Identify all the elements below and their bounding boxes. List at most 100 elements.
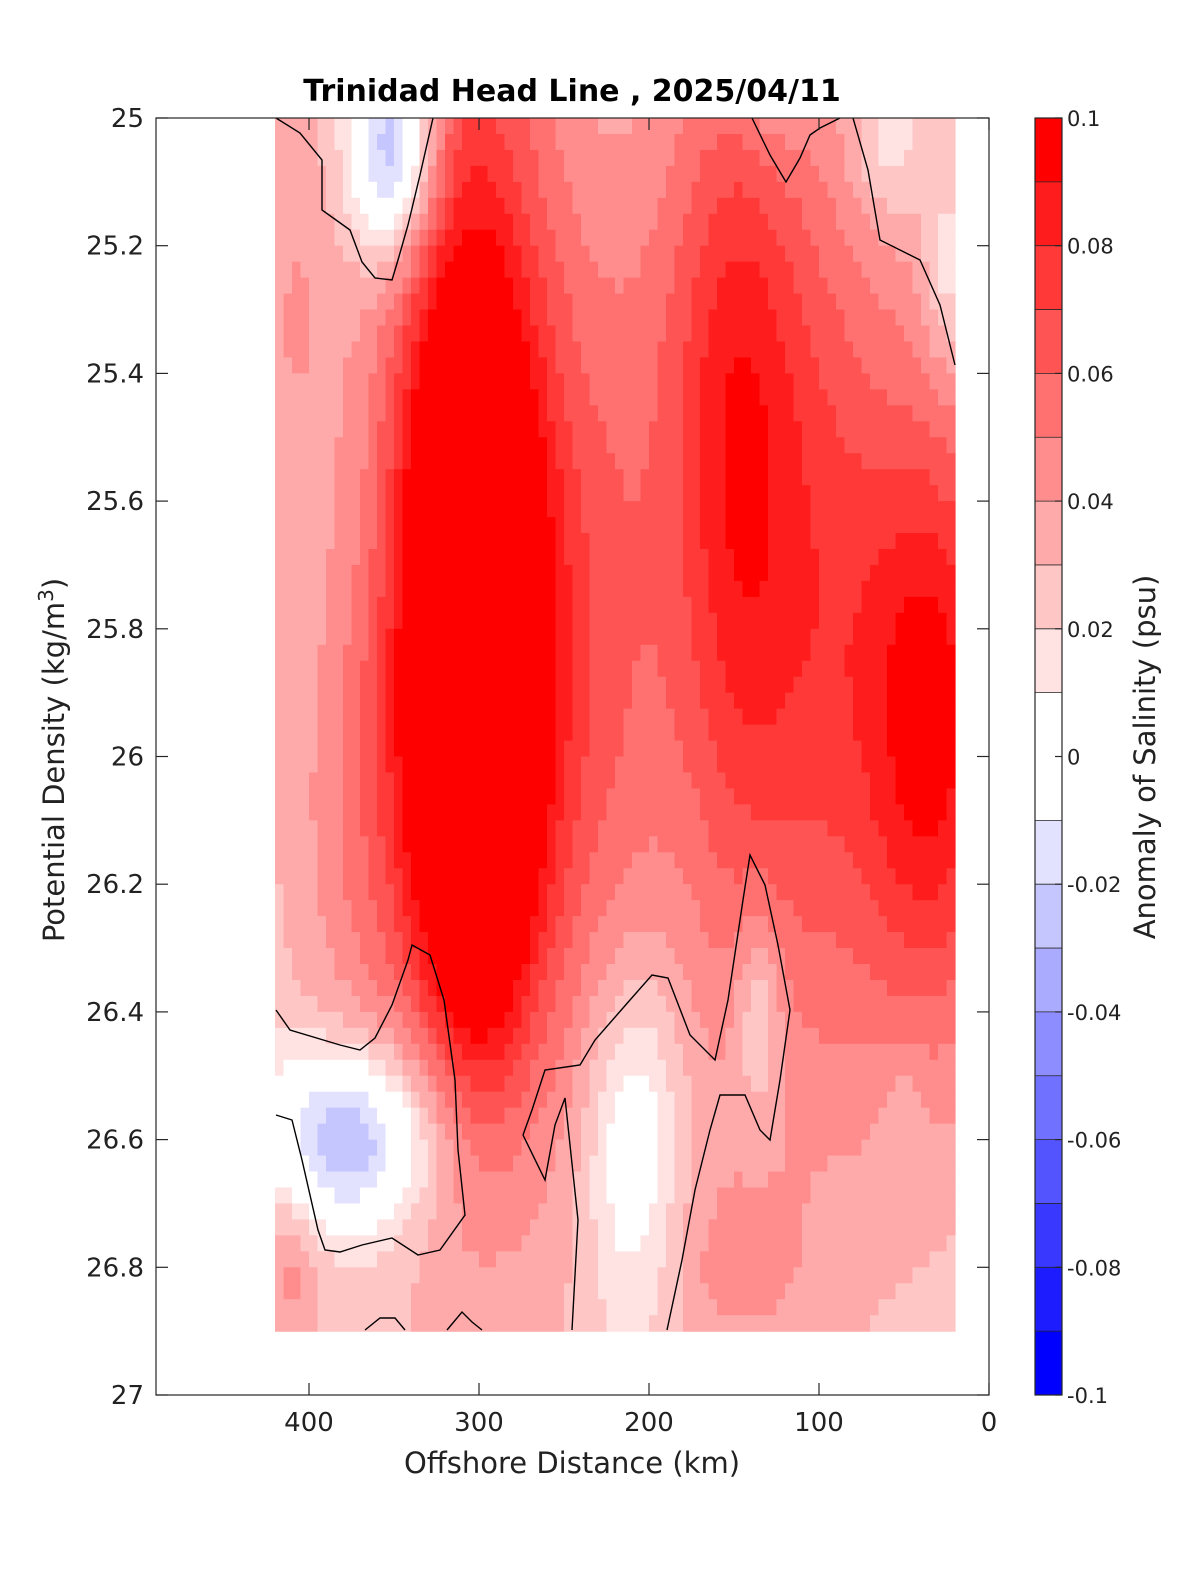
field-cell xyxy=(462,884,472,901)
field-cell xyxy=(632,724,642,742)
field-cell xyxy=(479,804,489,821)
field-cell xyxy=(793,1171,803,1189)
field-cell xyxy=(564,437,574,454)
field-cell xyxy=(334,804,344,821)
field-cell xyxy=(640,1107,650,1125)
field-cell xyxy=(700,197,710,215)
field-cell xyxy=(453,564,463,582)
field-cell xyxy=(470,1171,480,1189)
field-cell xyxy=(759,517,769,534)
field-cell xyxy=(513,676,523,694)
field-cell xyxy=(436,165,446,183)
field-cell xyxy=(360,948,370,965)
field-cell xyxy=(572,660,582,678)
field-cell xyxy=(504,772,514,790)
field-cell xyxy=(436,564,446,582)
field-cell xyxy=(759,756,769,774)
field-cell xyxy=(530,1155,540,1173)
field-cell xyxy=(504,133,514,151)
field-cell xyxy=(538,628,548,646)
field-cell xyxy=(725,1155,735,1173)
field-cell xyxy=(411,325,421,343)
field-cell xyxy=(691,293,701,311)
field-cell xyxy=(538,501,548,518)
field-cell xyxy=(334,165,344,183)
field-cell xyxy=(598,341,608,359)
field-cell xyxy=(819,1075,829,1093)
field-cell xyxy=(513,995,523,1013)
field-cell xyxy=(759,1011,769,1029)
field-cell xyxy=(504,229,514,247)
field-cell xyxy=(487,309,497,327)
field-cell xyxy=(547,261,557,279)
field-cell xyxy=(368,1171,378,1189)
field-cell xyxy=(691,788,701,805)
field-cell xyxy=(530,836,540,853)
field-cell xyxy=(300,964,310,981)
field-cell xyxy=(657,357,667,374)
field-cell xyxy=(708,1091,718,1109)
field-cell xyxy=(300,1027,310,1045)
field-cell xyxy=(275,197,285,215)
field-cell xyxy=(623,118,633,135)
field-cell xyxy=(776,1251,786,1268)
field-cell xyxy=(810,836,820,853)
field-cell xyxy=(428,405,438,422)
field-cell xyxy=(334,612,344,630)
field-cell xyxy=(819,1091,829,1109)
field-cell xyxy=(402,1139,412,1157)
field-cell xyxy=(368,820,378,837)
field-cell xyxy=(479,612,489,630)
field-cell xyxy=(317,660,327,678)
field-cell xyxy=(674,309,684,327)
field-cell xyxy=(555,405,565,422)
field-cell xyxy=(589,1235,599,1252)
field-cell xyxy=(810,995,820,1013)
field-cell xyxy=(479,548,489,566)
field-cell xyxy=(776,1171,786,1189)
field-cell xyxy=(691,245,701,263)
field-cell xyxy=(351,1075,361,1093)
field-cell xyxy=(419,884,429,901)
field-cell xyxy=(666,1059,676,1077)
field-cell xyxy=(309,373,319,390)
field-cell xyxy=(351,1043,361,1061)
field-cell xyxy=(649,628,659,646)
field-cell xyxy=(547,501,557,518)
field-cell xyxy=(810,964,820,981)
field-cell xyxy=(776,1283,786,1300)
field-cell xyxy=(538,708,548,726)
field-cell xyxy=(785,884,795,901)
field-cell xyxy=(394,533,404,550)
field-cell xyxy=(640,437,650,454)
field-cell xyxy=(572,1267,582,1284)
field-cell xyxy=(479,1219,489,1236)
field-cell xyxy=(776,1315,786,1332)
field-cell xyxy=(606,357,616,374)
field-cell xyxy=(776,309,786,327)
field-cell xyxy=(759,676,769,694)
field-cell xyxy=(657,740,667,758)
field-cell xyxy=(759,405,769,422)
field-cell xyxy=(827,548,837,566)
field-cell xyxy=(691,213,701,231)
field-cell xyxy=(666,501,676,518)
field-cell xyxy=(657,995,667,1013)
field-cell xyxy=(402,900,412,917)
field-cell xyxy=(827,245,837,263)
field-cell xyxy=(317,421,327,438)
field-cell xyxy=(538,852,548,869)
field-cell xyxy=(445,309,455,327)
field-cell xyxy=(538,421,548,438)
field-cell xyxy=(793,197,803,215)
field-cell xyxy=(674,293,684,311)
field-cell xyxy=(615,964,625,981)
field-cell xyxy=(343,852,353,869)
field-cell xyxy=(538,692,548,710)
field-cell xyxy=(623,1219,633,1236)
field-cell xyxy=(751,708,761,726)
field-cell xyxy=(377,708,387,726)
field-cell xyxy=(462,405,472,422)
field-cell xyxy=(521,820,531,837)
field-cell xyxy=(487,1299,497,1316)
